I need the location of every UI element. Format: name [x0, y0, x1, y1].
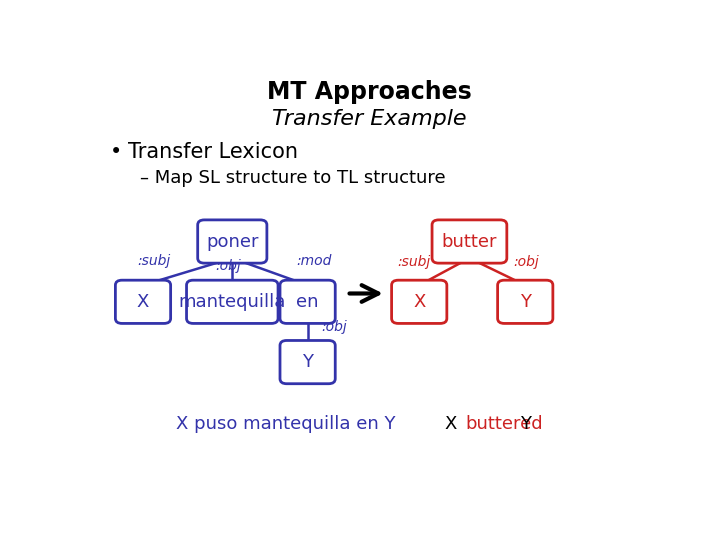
Text: – Map SL structure to TL structure: – Map SL structure to TL structure — [140, 170, 446, 187]
FancyBboxPatch shape — [280, 280, 336, 323]
Text: poner: poner — [206, 233, 258, 251]
Text: mantequilla: mantequilla — [179, 293, 286, 311]
Text: en: en — [297, 293, 319, 311]
FancyBboxPatch shape — [198, 220, 267, 263]
Text: MT Approaches: MT Approaches — [266, 80, 472, 104]
Text: butter: butter — [441, 233, 498, 251]
FancyBboxPatch shape — [432, 220, 507, 263]
Text: :subj: :subj — [397, 255, 431, 269]
Text: buttered: buttered — [466, 415, 543, 434]
Text: •: • — [109, 142, 122, 162]
Text: :obj: :obj — [513, 255, 539, 269]
Text: Transfer Lexicon: Transfer Lexicon — [128, 142, 298, 162]
Text: X puso mantequilla en Y: X puso mantequilla en Y — [176, 415, 396, 434]
Text: X: X — [137, 293, 149, 311]
Text: :subj: :subj — [138, 254, 171, 268]
FancyBboxPatch shape — [280, 341, 336, 384]
Text: Transfer Example: Transfer Example — [271, 109, 467, 129]
FancyBboxPatch shape — [115, 280, 171, 323]
FancyBboxPatch shape — [498, 280, 553, 323]
Text: Y: Y — [520, 293, 531, 311]
FancyBboxPatch shape — [392, 280, 447, 323]
FancyBboxPatch shape — [186, 280, 278, 323]
Text: X: X — [413, 293, 426, 311]
Text: :mod: :mod — [297, 254, 332, 268]
Text: X: X — [444, 415, 456, 434]
Text: :obj: :obj — [322, 320, 347, 334]
Text: :obj: :obj — [215, 259, 241, 273]
Text: Y: Y — [302, 353, 313, 371]
Text: Y: Y — [521, 415, 531, 434]
